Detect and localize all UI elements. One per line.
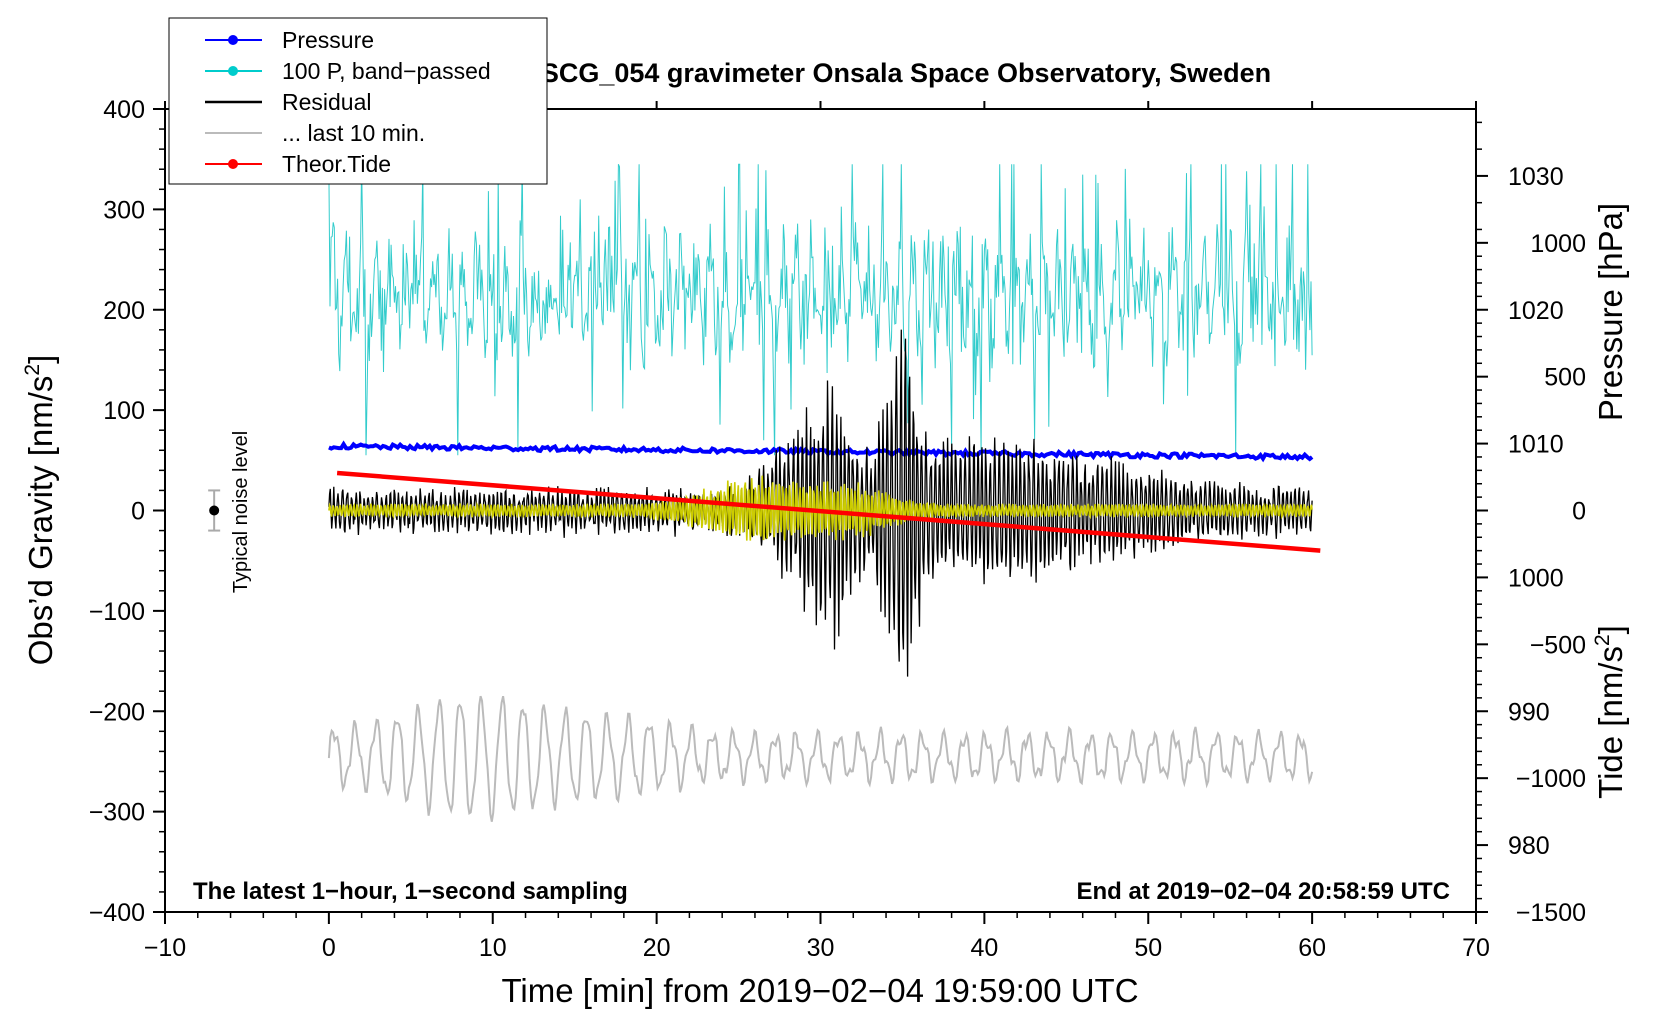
x-tick-label: 60 [1298,934,1326,962]
y-left-tick-label: 100 [103,397,145,425]
y-axis-label-pressure: Pressure [hPa] [1592,203,1629,421]
chart-title: SCG_054 gravimeter Onsala Space Observat… [541,58,1271,88]
y-left-tick-label: 0 [131,498,145,526]
y-pressure-tick-label: 1030 [1508,163,1564,191]
x-tick-label: 40 [970,934,998,962]
y-tide-tick-label: −1000 [1516,765,1586,793]
x-tick-label: 20 [643,934,671,962]
series-theoretical-tide [336,470,1321,553]
y-axis-label-left: Obs’d Gravity [nm/s2] [21,355,59,666]
series-residual-filtered [328,475,1313,541]
legend-label: Pressure [282,27,374,53]
y-pressure-tick-label: 1000 [1508,564,1564,592]
y-left-tick-label: 400 [103,96,145,124]
series-layer [327,163,1321,822]
legend-marker [228,35,238,45]
y-tide-tick-label: 0 [1572,498,1586,526]
y-tide-tick-label: −1500 [1516,899,1586,927]
y-left-tick-label: 300 [103,196,145,224]
y-tide-tick-label: 500 [1544,364,1586,392]
y-left-tick-label: −100 [89,598,145,626]
x-tick-label: 50 [1134,934,1162,962]
legend-label: 100 P, band−passed [282,58,491,84]
y-left-tick-label: −300 [89,799,145,827]
y-left-tick-label: −400 [89,899,145,927]
axes-layer: −10 0 10 20 30 40 50 60 704003002001000−100−200−… [89,96,1586,962]
y-axis-label-tide: Tide [nm/s2] [1591,625,1629,799]
x-tick-label: 30 [807,934,835,962]
y-tide-tick-label: −500 [1530,631,1586,659]
x-tick-label: 70 [1462,934,1490,962]
legend-label: ... last 10 min. [282,120,425,146]
legend-marker [228,159,238,169]
series-pressure [328,440,1314,463]
y-left-tick-label: −200 [89,698,145,726]
x-tick-label: 10 [479,934,507,962]
series-last-10-min [327,695,1314,822]
legend-marker [228,66,238,76]
x-tick-label: −10 [144,934,186,962]
noise-label: Typical noise level [230,431,252,593]
x-tick-label: 0 [322,934,336,962]
series-residual [328,329,1313,677]
noise-indicator [208,489,221,532]
y-tide-tick-label: 1000 [1530,230,1586,258]
y-pressure-tick-label: 990 [1508,698,1550,726]
y-pressure-tick-label: 980 [1508,832,1550,860]
legend: Pressure 100 P, band−passed Residual ... la… [168,17,548,185]
y-pressure-tick-label: 1020 [1508,297,1564,325]
x-axis-label: Time [min] from 2019−02−04 19:59:00 UTC [501,972,1138,1009]
y-left-tick-label: 200 [103,297,145,325]
legend-label: Residual [282,89,372,115]
noise-point [209,505,220,516]
series-bandpassed-pressure [328,163,1313,456]
annotation-left: The latest 1−hour, 1−second sampling [193,878,628,905]
legend-label: Theor.Tide [282,151,391,177]
annotation-right: End at 2019−02−04 20:58:59 UTC [1076,878,1450,905]
y-pressure-tick-label: 1010 [1508,431,1564,459]
